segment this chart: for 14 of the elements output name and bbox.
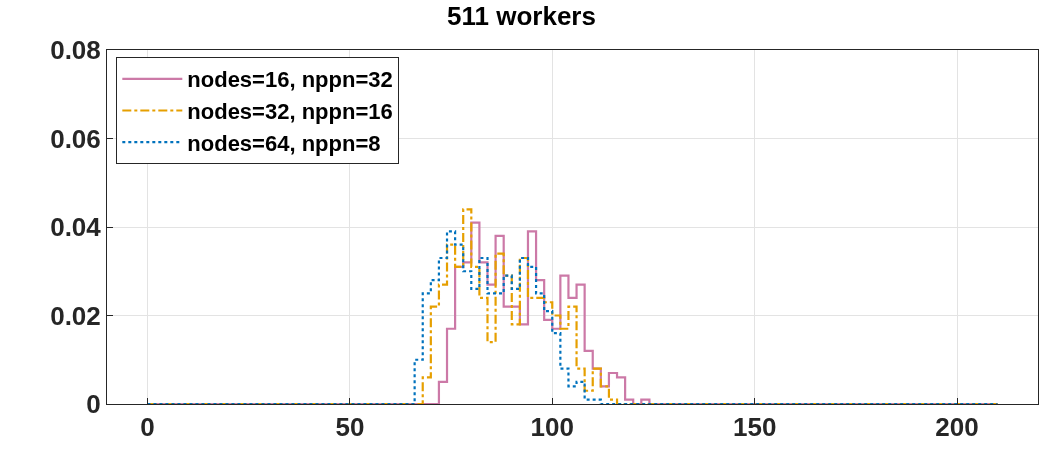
x-tick-label: 50 (335, 412, 365, 443)
y-tick-label: 0.06 (50, 123, 101, 154)
y-tick-label: 0.04 (50, 212, 102, 243)
y-tick-label: 0.08 (50, 35, 101, 66)
x-tick-label: 150 (732, 412, 777, 443)
x-tick-label: 200 (935, 412, 979, 443)
x-tick-label: 0 (140, 412, 155, 443)
legend-label: nodes=64, nppn=8 (187, 130, 381, 156)
y-tick-label: 0 (86, 389, 101, 420)
y-tick-label: 0.02 (50, 300, 101, 331)
legend-label: nodes=16, nppn=32 (187, 67, 393, 93)
x-tick-label: 100 (530, 412, 574, 443)
legend-label: nodes=32, nppn=16 (187, 99, 393, 125)
chart-title: 511 workers (447, 1, 596, 32)
